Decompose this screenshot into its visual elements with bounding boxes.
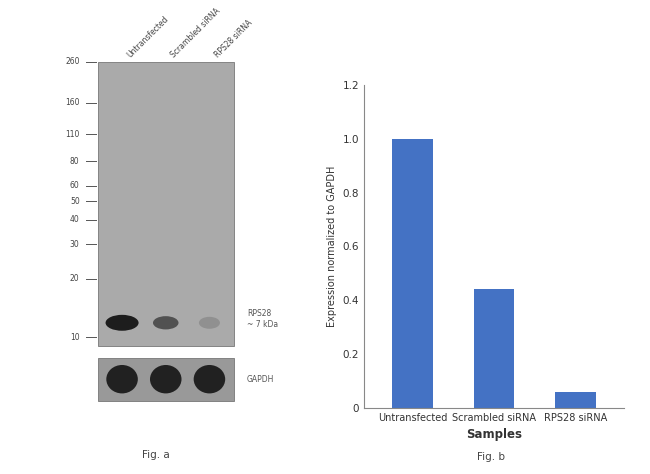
Text: RPS28 siRNA: RPS28 siRNA [213,18,254,59]
Text: 30: 30 [70,240,79,249]
Text: 10: 10 [70,333,79,342]
Text: 260: 260 [65,57,79,66]
Text: 50: 50 [70,197,79,206]
Bar [555,392,595,408]
Ellipse shape [107,365,138,393]
Text: RPS28
~ 7 kDa: RPS28 ~ 7 kDa [247,309,278,328]
Bar [474,290,514,408]
Text: 20: 20 [70,274,79,283]
Text: 160: 160 [65,98,79,107]
Text: Fig. a: Fig. a [142,450,170,460]
Text: GAPDH: GAPDH [247,375,274,383]
Ellipse shape [199,317,220,329]
Text: Fig. b: Fig. b [476,452,505,463]
Text: Scrambled siRNA: Scrambled siRNA [169,6,222,59]
Ellipse shape [194,365,225,393]
Text: 110: 110 [65,130,79,139]
Ellipse shape [105,315,138,331]
Text: 60: 60 [70,181,79,190]
Bar [393,139,433,408]
Bar [98,62,234,346]
X-axis label: Samples: Samples [466,428,522,441]
Ellipse shape [150,365,181,393]
Text: 40: 40 [70,215,79,224]
Text: Untransfected: Untransfected [125,14,170,59]
Bar [98,358,234,401]
Text: 80: 80 [70,157,79,166]
Y-axis label: Expression normalized to GAPDH: Expression normalized to GAPDH [327,166,337,327]
Ellipse shape [153,316,179,329]
